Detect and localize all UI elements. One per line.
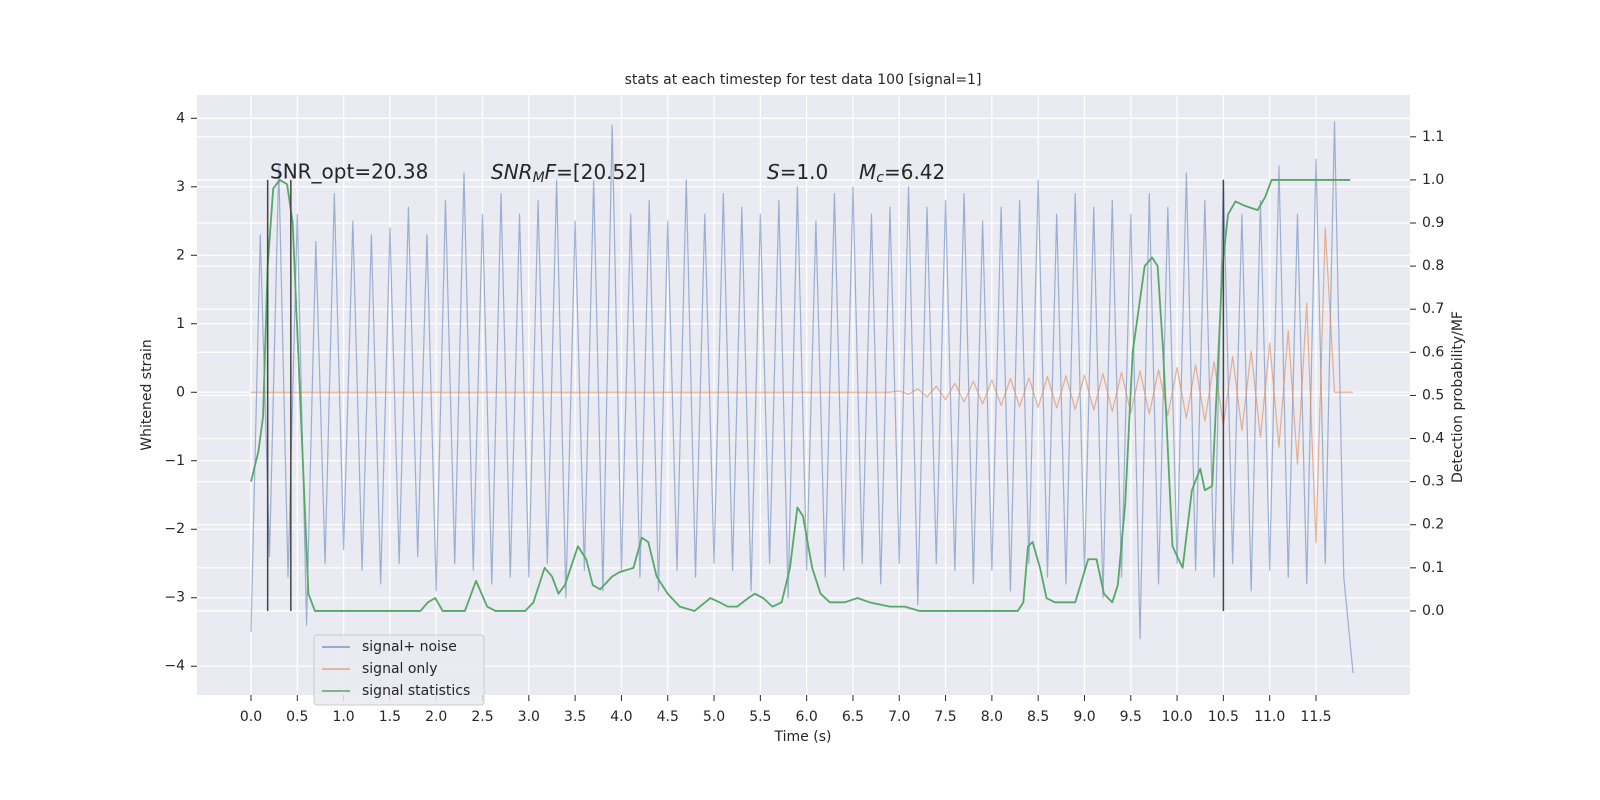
y2-tick-label: 1.0 xyxy=(1422,172,1444,188)
y-axis-label: Whitened strain xyxy=(139,339,155,450)
x-tick-label: 10.0 xyxy=(1162,709,1193,725)
x-tick-label: 0.5 xyxy=(286,709,308,725)
x-tick-label: 8.0 xyxy=(981,709,1003,725)
x-tick-label: 6.0 xyxy=(796,709,818,725)
x-tick-label: 2.5 xyxy=(471,709,493,725)
y2-tick-label: 0.4 xyxy=(1422,431,1444,447)
y2-tick-label: 0.6 xyxy=(1422,344,1444,360)
legend: signal+ noise signal only signal statistic… xyxy=(313,634,485,706)
annotation: SNR_opt=20.38 xyxy=(270,160,428,184)
x-tick-label: 1.0 xyxy=(332,709,354,725)
y-tick-label: 4 xyxy=(176,110,185,126)
y2-tick-label: 0.8 xyxy=(1422,258,1444,274)
y-tick-label: −3 xyxy=(164,590,185,606)
annotation-part: F xyxy=(545,160,557,184)
x-tick-label: 1.5 xyxy=(379,709,401,725)
series-line xyxy=(250,179,1351,612)
annotation-part: =1.0 xyxy=(780,160,829,184)
x-tick-label: 8.5 xyxy=(1027,709,1049,725)
annotation-part: M xyxy=(859,160,876,184)
y-tick-label: 0 xyxy=(176,384,185,400)
annotations: SNR_opt=20.38 SNRMF=[20.52] S=1.0 Mc=6.4… xyxy=(270,160,945,187)
y2-tick-label: 0.2 xyxy=(1422,517,1444,533)
legend-label: signal statistics xyxy=(362,683,470,699)
x-axis-label: Time (s) xyxy=(774,729,832,745)
annotation-part: =6.42 xyxy=(884,160,945,184)
y-tick-label: 1 xyxy=(176,316,185,332)
annotation-part: =[20.52] xyxy=(556,160,646,184)
x-tick-label: 7.0 xyxy=(888,709,910,725)
y2-tick-label: 0.1 xyxy=(1422,560,1444,576)
y-tick-label: −1 xyxy=(164,453,185,469)
y-tick-label: 3 xyxy=(176,179,185,195)
x-tick-label: 5.5 xyxy=(749,709,771,725)
x-tick-label: 3.5 xyxy=(564,709,586,725)
y2-tick-label: 0.0 xyxy=(1422,603,1444,619)
x-tick-label: 5.0 xyxy=(703,709,725,725)
x-tick-label: 0.0 xyxy=(240,709,262,725)
x-tick-label: 4.0 xyxy=(610,709,632,725)
annotation: S=1.0 xyxy=(767,160,828,184)
annotation-part: c xyxy=(876,170,884,186)
y-tick-label: −2 xyxy=(164,521,185,537)
y2-tick-label: 1.1 xyxy=(1422,129,1444,145)
x-tick-label: 11.0 xyxy=(1254,709,1285,725)
legend-label: signal only xyxy=(362,661,437,677)
marks xyxy=(250,121,1354,674)
y2-tick-label: 0.7 xyxy=(1422,301,1444,317)
x-tick-label: 4.5 xyxy=(657,709,679,725)
y2-tick-label: 0.5 xyxy=(1422,387,1444,403)
x-tick-label: 7.5 xyxy=(934,709,956,725)
annotation-part: SNR xyxy=(491,160,533,184)
x-tick-label: 3.0 xyxy=(518,709,540,725)
y-tick-label: 2 xyxy=(176,247,185,263)
x-tick-label: 10.5 xyxy=(1208,709,1239,725)
legend-box xyxy=(313,634,485,706)
y2-tick-label: 0.3 xyxy=(1422,474,1444,490)
annotation-part: M xyxy=(533,170,545,186)
x-tick-label: 9.0 xyxy=(1073,709,1095,725)
x-tick-label: 11.5 xyxy=(1300,709,1331,725)
series-line xyxy=(250,227,1354,544)
legend-label: signal+ noise xyxy=(362,639,457,655)
y-tick-label: −4 xyxy=(164,658,185,674)
annotation-part: S xyxy=(767,160,780,184)
series-line xyxy=(250,121,1354,674)
annotation: SNRMF=[20.52] xyxy=(491,160,646,187)
x-tick-label: 6.5 xyxy=(842,709,864,725)
x-tick-label: 9.5 xyxy=(1120,709,1142,725)
chart-title: stats at each timestep for test data 100… xyxy=(625,72,982,88)
annotation: Mc=6.42 xyxy=(859,160,945,187)
x-tick-label: 2.0 xyxy=(425,709,447,725)
y2-axis-label: Detection probability/MF xyxy=(1450,311,1466,483)
y2-tick-label: 0.9 xyxy=(1422,215,1444,231)
